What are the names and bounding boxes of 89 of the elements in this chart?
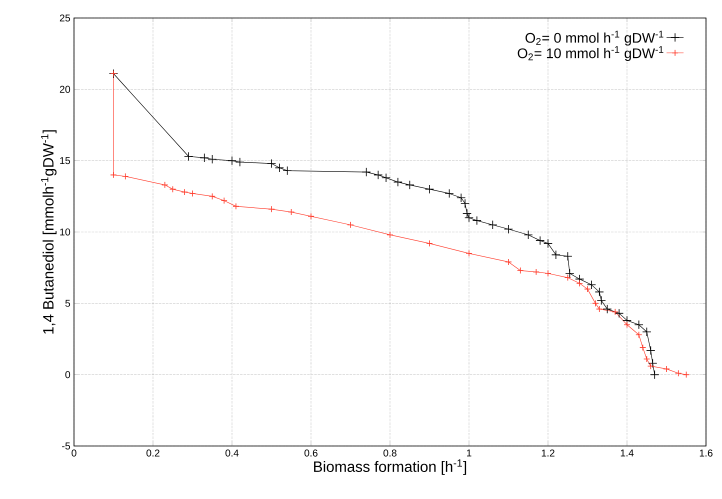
point: [381, 173, 391, 182]
legend-label: O$_{2}$= 0 mmol h$^{-1}$ gDW$^{-1}$: [526, 30, 664, 46]
y-tick-label: 15: [60, 157, 70, 164]
point: [551, 250, 560, 260]
point: [594, 287, 604, 296]
point: [504, 224, 514, 234]
point: [200, 153, 209, 162]
point: [208, 154, 217, 164]
legend-label: O$_{2}$= 10 mmol h$^{-1}$ gDW$^{-1}$: [518, 46, 664, 61]
x-tick-label: 1.6: [700, 450, 712, 457]
point: [466, 250, 472, 257]
point: [563, 252, 572, 261]
point: [592, 300, 599, 307]
x-tick-label: 0.2: [146, 450, 160, 457]
point: [462, 208, 472, 218]
point: [386, 231, 394, 238]
point: [647, 362, 654, 370]
x-tick-label: 0.8: [383, 450, 396, 457]
point: [505, 258, 512, 266]
x-axis-title: Biomass formation [h$^{-1}$]: [314, 459, 466, 475]
point: [110, 172, 117, 178]
point: [646, 346, 656, 355]
point: [642, 327, 652, 336]
x-tick-label: 1: [467, 450, 472, 456]
point: [169, 186, 176, 193]
point: [347, 221, 354, 228]
point: [564, 274, 572, 282]
point: [235, 158, 244, 167]
point: [488, 220, 498, 230]
point: [444, 188, 454, 198]
point: [516, 267, 524, 274]
point: [586, 280, 596, 290]
x-tick-label: 0.6: [304, 450, 318, 457]
point: [524, 230, 533, 240]
point: [266, 158, 276, 168]
point: [648, 358, 658, 368]
point: [393, 177, 402, 187]
point: [543, 238, 553, 248]
y-tick-label: 0: [65, 371, 70, 378]
point: [565, 268, 574, 278]
x-tick-label: 1.2: [542, 450, 554, 456]
point: [596, 306, 603, 312]
point: [426, 240, 433, 247]
point: [227, 156, 237, 166]
point: [544, 270, 552, 277]
point: [634, 320, 644, 330]
point: [674, 370, 682, 377]
point: [122, 172, 129, 180]
point: [596, 296, 606, 306]
point: [405, 180, 414, 190]
point: [614, 308, 624, 318]
point: [602, 304, 612, 314]
point: [189, 190, 196, 197]
point: [532, 268, 540, 276]
point: [362, 167, 371, 177]
point: [584, 286, 591, 292]
point: [643, 356, 650, 362]
point: [308, 212, 314, 220]
y-axis-title: 1,4 Butanediol [mmolh$^{-1}$gDW$^{-1}$]: [41, 130, 57, 334]
point: [424, 184, 434, 194]
y-tick-label: 5: [65, 300, 70, 307]
point: [161, 182, 168, 188]
x-tick-label: 1.4: [620, 450, 634, 456]
point: [663, 366, 670, 372]
point: [268, 206, 275, 213]
y-tick-label: 10: [60, 228, 70, 236]
point: [624, 321, 630, 328]
y-tick-label: 20: [60, 86, 70, 93]
point: [232, 202, 240, 210]
point: [374, 170, 383, 180]
x-tick-label: 0: [72, 450, 76, 457]
y-tick-label: -5: [62, 442, 70, 450]
point: [472, 216, 482, 226]
point: [576, 280, 583, 287]
point: [639, 344, 646, 351]
point: [181, 188, 188, 196]
point: [274, 163, 284, 172]
point: [650, 370, 660, 380]
point: [612, 308, 619, 316]
point: [208, 192, 216, 200]
point: [288, 208, 295, 216]
x-tick-label: 0.4: [225, 450, 239, 457]
point: [682, 371, 690, 378]
point: [635, 331, 642, 338]
y-tick-label: 25: [60, 14, 70, 22]
point: [282, 166, 292, 176]
point: [184, 152, 194, 161]
point: [536, 236, 545, 246]
point: [220, 197, 228, 204]
